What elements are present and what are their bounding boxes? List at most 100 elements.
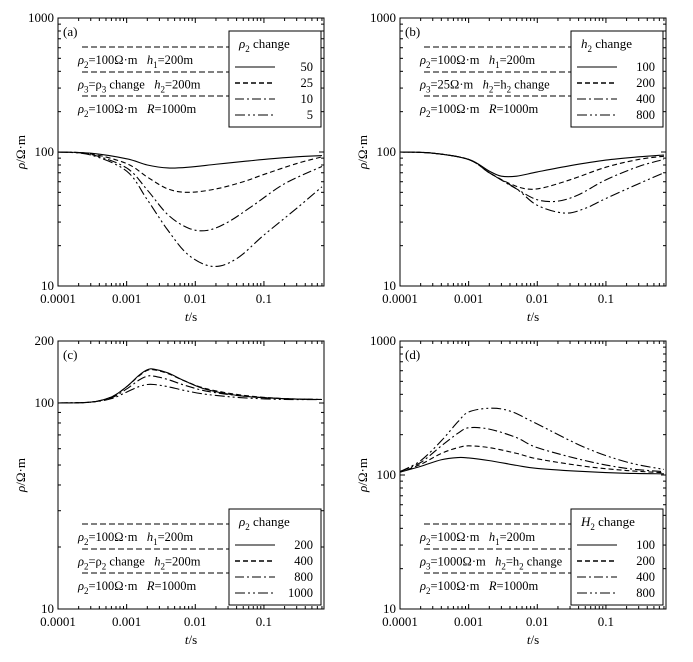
annotation-line: ρ2=100Ω·m h1=200m	[77, 530, 193, 547]
y-tick-label: 10	[383, 278, 396, 293]
series-line-25	[58, 151, 323, 193]
legend-box	[570, 30, 664, 128]
legend-entry-label: 100	[636, 60, 655, 74]
series-line-400	[58, 368, 322, 404]
x-axis-label: t/s	[527, 309, 539, 324]
legend-entry-label: 10	[301, 92, 314, 106]
x-tick-label: 0.1	[256, 291, 272, 306]
legend-box	[228, 508, 322, 606]
legend: ρ2 change 50 25 10 5	[228, 30, 322, 128]
legend-title: H2 change	[580, 514, 635, 532]
x-tick-label: 0.01	[526, 291, 549, 306]
x-tick-label: 0.0001	[382, 614, 418, 629]
x-tick-label: 0.0001	[40, 614, 76, 629]
chart-panel-b: 0.0001 0.001 0.01 0.1 10 100 1000 t/s ρ/Ω·m (b) ρ2…	[355, 10, 667, 324]
series-line-100	[400, 456, 664, 475]
annotation-line: ρ2=ρ2 change h2=200m	[77, 555, 201, 572]
y-tick-label: 1000	[28, 10, 54, 25]
legend-title: ρ2 change	[238, 36, 290, 54]
chart-panel-d: 0.0001 0.001 0.01 0.1 10 100 1000 t/s ρ/Ω·m (d) ρ2…	[355, 333, 667, 647]
y-tick-label: 100	[35, 144, 55, 159]
chart-panel-a: 0.0001 0.001 0.01 0.1101001000t/sρ/Ω·m(a)ρ2…	[13, 10, 325, 324]
legend-entry-label: 200	[636, 76, 655, 90]
annotation-line: ρ3=ρ3 change h2=200m	[77, 78, 201, 95]
plot-frame	[57, 340, 325, 610]
legend-entry-label: 25	[301, 76, 314, 90]
series-line-1000	[58, 383, 322, 404]
legend-title: ρ2 change	[238, 514, 290, 532]
series-line-400	[400, 151, 665, 203]
series-group	[58, 151, 323, 268]
legend-entry-label: 50	[301, 60, 314, 74]
y-tick-label: 100	[377, 144, 397, 159]
chart-panel-c: 0.0001 0.001 0.01 0.1 10 100 200 t/s ρ/Ω·m (c) ρ2=…	[13, 333, 325, 647]
series-line-50	[58, 151, 322, 169]
x-tick-label: 0.001	[112, 614, 141, 629]
annotation-line: ρ2=100Ω·m R=1000m	[419, 579, 539, 596]
annotation-line: ρ2=100Ω·m h1=200m	[419, 530, 535, 547]
series-line-800	[400, 407, 665, 473]
legend-entry-label: 1000	[288, 586, 313, 600]
y-tick-label: 10	[383, 601, 396, 616]
annotation-line: ρ2=100Ω·m R=1000m	[77, 102, 197, 119]
y-tick-label: 200	[35, 333, 55, 348]
panel-label: (d)	[405, 347, 420, 362]
legend-entry-label: 100	[636, 538, 655, 552]
legend-entry-label: 800	[294, 570, 313, 584]
annotation-line: ρ2=100Ω·m h1=200m	[77, 53, 193, 70]
panel-label: (c)	[63, 347, 77, 362]
x-tick-label: 0.01	[184, 614, 207, 629]
annotation-line: ρ2=100Ω·m R=1000m	[419, 102, 539, 119]
annotation-line: ρ3=25Ω·m h2=h2 change	[419, 78, 550, 95]
y-axis-label: ρ/Ω·m	[13, 135, 28, 170]
x-axis-label: t/s	[185, 309, 197, 324]
legend-entry-label: 200	[636, 554, 655, 568]
annotation-line: ρ2=100Ω·m h1=200m	[419, 53, 535, 70]
series-line-800	[58, 375, 322, 404]
x-tick-label: 0.1	[598, 614, 614, 629]
annotation-line: ρ3=1000Ω·m h2=h2 change	[419, 555, 563, 572]
series-line-800	[400, 151, 665, 214]
x-tick-label: 0.0001	[382, 291, 418, 306]
y-tick-label: 100	[377, 467, 397, 482]
series-line-400	[400, 426, 664, 473]
series-group	[400, 407, 665, 475]
legend-entry-label: 200	[294, 538, 313, 552]
legend-entry-label: 400	[636, 92, 655, 106]
x-tick-label: 0.001	[112, 291, 141, 306]
y-tick-label: 10	[41, 278, 54, 293]
annotation-line: ρ2=100Ω·m R=1000m	[77, 579, 197, 596]
y-tick-label: 10	[41, 601, 54, 616]
y-tick-label: 1000	[370, 10, 396, 25]
legend-title: h2 change	[581, 36, 632, 54]
y-axis-label: ρ/Ω·m	[355, 135, 370, 170]
y-axis-label: ρ/Ω·m	[355, 458, 370, 493]
x-tick-label: 0.1	[598, 291, 614, 306]
series-line-5	[58, 151, 323, 268]
legend-entry-label: 400	[636, 570, 655, 584]
panel-label: (b)	[405, 24, 420, 39]
legend: h2 change 100 200 400 800	[570, 30, 664, 128]
y-tick-label: 100	[35, 395, 55, 410]
x-axis-label: t/s	[185, 632, 197, 647]
legend-entry-label: 400	[294, 554, 313, 568]
legend-box	[228, 30, 322, 128]
legend-entry-label: 800	[636, 586, 655, 600]
x-tick-label: 0.01	[526, 614, 549, 629]
series-group	[400, 151, 665, 214]
x-tick-label: 0.01	[184, 291, 207, 306]
legend-box	[570, 508, 664, 606]
x-tick-label: 0.001	[454, 291, 483, 306]
series-line-100	[400, 151, 664, 178]
x-axis-label: t/s	[527, 632, 539, 647]
series-line-10	[58, 151, 323, 232]
x-tick-label: 0.0001	[40, 291, 76, 306]
legend-entry-label: 800	[636, 108, 655, 122]
series-line-200	[400, 445, 664, 474]
panel-label: (a)	[63, 24, 77, 39]
legend: ρ2 change 200 400 800 1000	[228, 508, 322, 606]
legend-entry-label: 5	[307, 108, 313, 122]
series-group	[58, 368, 322, 404]
